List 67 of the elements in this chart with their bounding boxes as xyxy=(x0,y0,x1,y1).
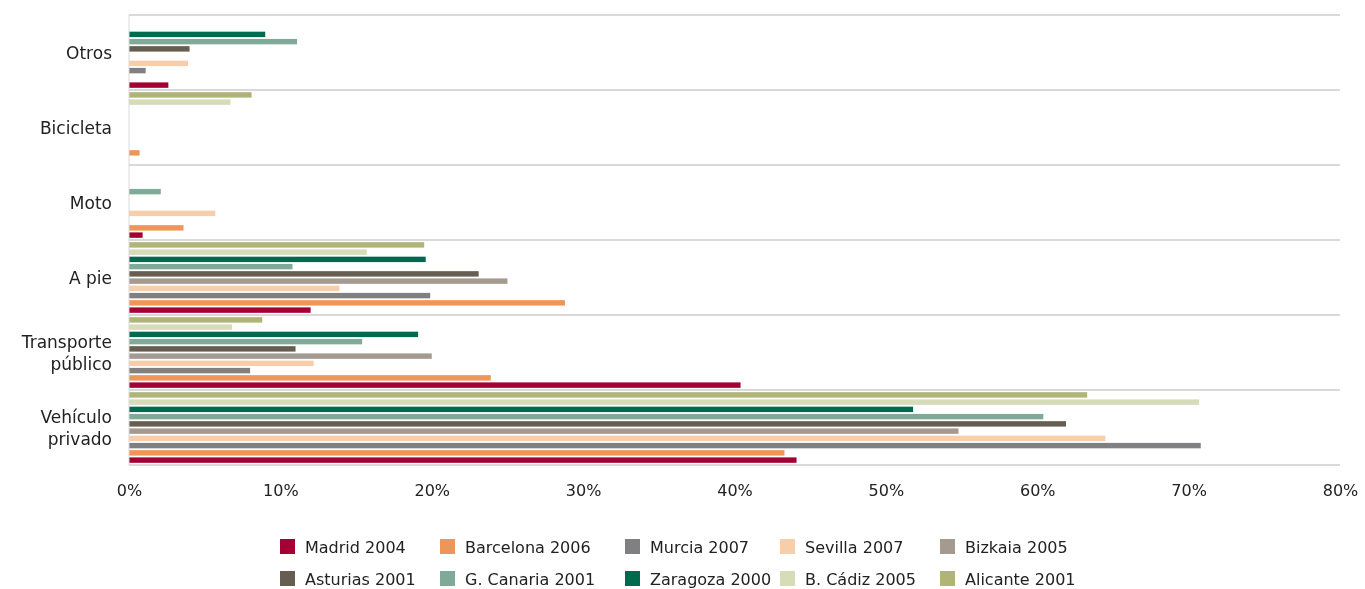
bar xyxy=(129,450,785,456)
bar xyxy=(129,263,293,270)
bar xyxy=(129,249,367,255)
bar xyxy=(129,188,161,195)
bar xyxy=(129,338,363,345)
x-tick-label: 50% xyxy=(868,481,905,501)
legend-label: Barcelona 2006 xyxy=(465,538,591,557)
legend-label: Asturias 2001 xyxy=(305,570,416,589)
bar xyxy=(129,225,184,231)
y-tick-label: Moto xyxy=(69,192,112,213)
bar xyxy=(129,382,741,388)
legend-label: Madrid 2004 xyxy=(305,538,406,557)
bar xyxy=(129,317,263,323)
y-tick-label: Transporte público xyxy=(20,331,112,374)
bar xyxy=(129,331,419,338)
bar xyxy=(129,92,252,98)
bar xyxy=(129,392,1088,398)
legend-label: B. Cádiz 2005 xyxy=(805,570,916,589)
bar xyxy=(129,278,508,284)
bar xyxy=(129,242,425,248)
y-tick-label: Vehículo privado xyxy=(40,406,112,449)
x-tick-label: 40% xyxy=(717,481,753,501)
bar xyxy=(129,60,189,67)
x-tick-label: 60% xyxy=(1019,481,1056,501)
bar xyxy=(129,232,143,238)
y-tick-label: Otros xyxy=(66,42,113,63)
legend-label: Alicante 2001 xyxy=(965,570,1076,589)
bar xyxy=(129,457,797,463)
bar xyxy=(129,256,426,263)
legend-label: G. Canaria 2001 xyxy=(465,570,596,589)
y-tick-label: A pie xyxy=(68,267,112,288)
bar xyxy=(129,428,959,434)
x-tick-label: 80% xyxy=(1322,481,1359,501)
bar xyxy=(129,406,914,413)
bar xyxy=(129,353,432,359)
bar xyxy=(129,38,298,45)
bar xyxy=(129,285,340,292)
bar xyxy=(129,346,296,352)
bar xyxy=(129,435,1106,442)
x-tick-label: 0% xyxy=(116,481,143,501)
x-tick-label: 10% xyxy=(263,481,299,501)
legend-label: Zaragoza 2000 xyxy=(650,570,772,589)
legend-label: Bizkaia 2005 xyxy=(965,538,1068,557)
bar xyxy=(129,360,314,367)
bar xyxy=(129,210,216,217)
x-tick-label: 30% xyxy=(565,481,602,501)
x-tick-label: 70% xyxy=(1171,481,1207,501)
bar xyxy=(129,46,190,52)
bar xyxy=(129,82,169,88)
bar xyxy=(129,413,1044,420)
bar xyxy=(129,300,565,306)
bar xyxy=(129,292,431,299)
bar xyxy=(129,367,251,374)
bar xyxy=(129,421,1067,427)
bar xyxy=(129,99,231,105)
bar xyxy=(129,442,1201,449)
bar xyxy=(129,271,479,277)
bar xyxy=(129,307,311,313)
bar xyxy=(129,399,1200,405)
bar xyxy=(129,375,491,381)
legend-label: Murcia 2007 xyxy=(650,538,750,557)
bar xyxy=(129,150,140,156)
bar xyxy=(129,324,232,330)
bar xyxy=(129,31,266,38)
x-tick-label: 20% xyxy=(414,481,451,501)
y-tick-label: Bicicleta xyxy=(39,117,112,138)
legend-label: Sevilla 2007 xyxy=(805,538,904,557)
